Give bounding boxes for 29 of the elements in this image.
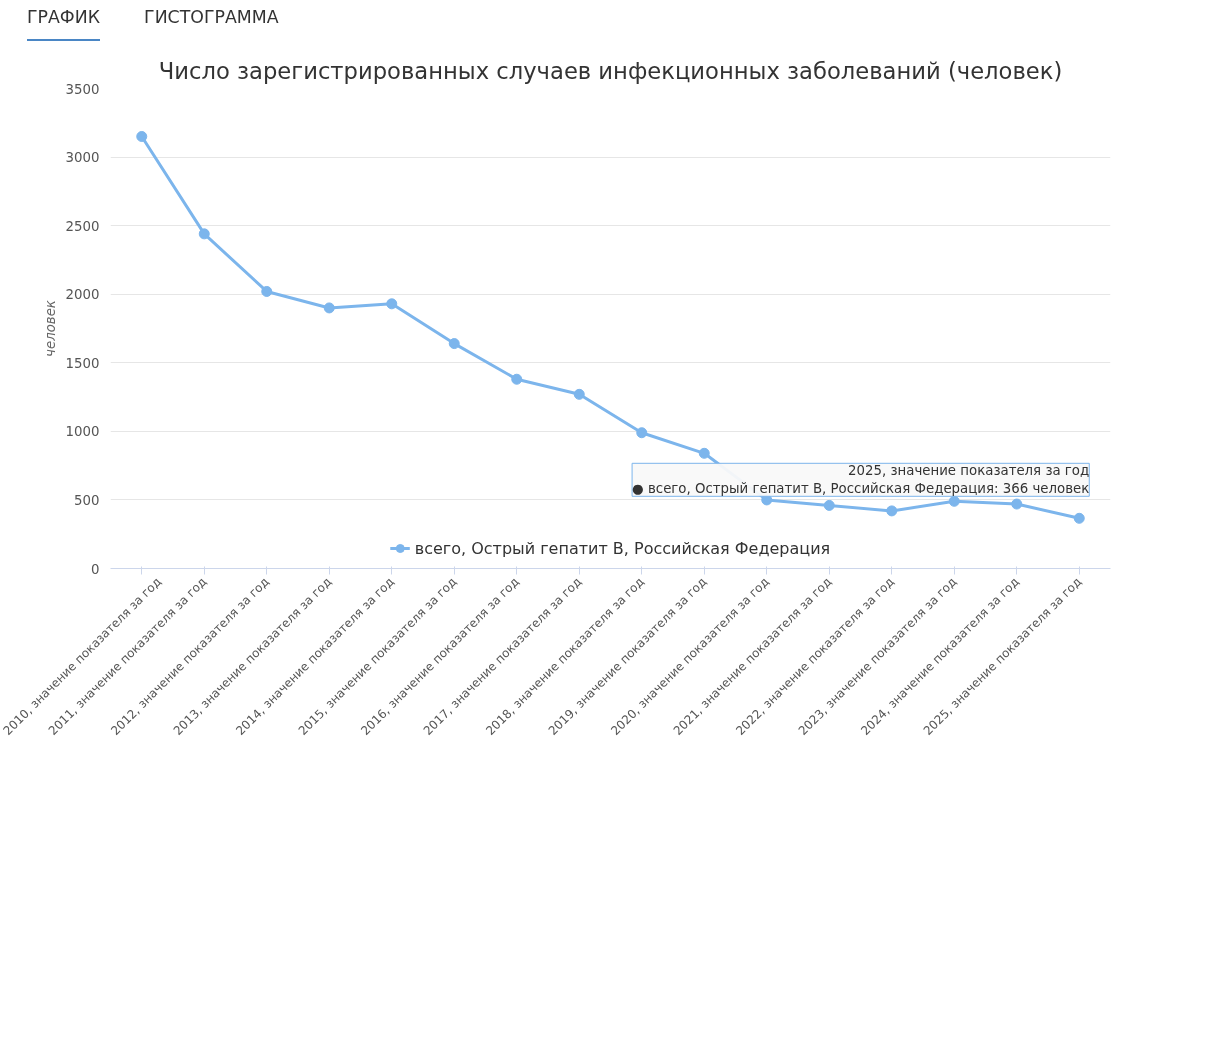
point (573, 388, 585, 400)
point (948, 495, 960, 507)
chart-title: Число зарегистрированных случаев инфекционных заболеваний (человек) (158, 57, 1063, 84)
point (886, 505, 898, 517)
point (698, 447, 710, 459)
y-tick-label: 3000 (65, 150, 100, 166)
point (1011, 498, 1023, 510)
y-tick-label: 1000 (65, 424, 100, 440)
y-tick-label: 1500 (65, 355, 100, 371)
y-tick-label: 2500 (65, 218, 100, 234)
point (511, 373, 523, 385)
point (323, 302, 335, 314)
point (386, 298, 398, 310)
text: ГИСТОГРАММА (144, 7, 279, 27)
point (1073, 512, 1085, 524)
point (636, 427, 648, 439)
point (136, 131, 148, 142)
text: ГРАФИК (27, 7, 101, 41)
y-tick-label: 3500 (65, 81, 100, 97)
annotation: 2025, значение показателя за год ● всего, Острый гепатит B, Российская Федерация: 366 человек (632, 463, 1090, 497)
y-tick-label: 0 (91, 561, 100, 577)
point (198, 228, 210, 240)
legend-label: всего, Острый гепатит B, Российская Федерация (414, 538, 831, 558)
point (448, 338, 460, 350)
point (261, 285, 273, 297)
y-axis-title: человек (42, 300, 58, 357)
y-tick-label: 2000 (65, 287, 100, 303)
point (823, 499, 835, 511)
y-tick-label: 500 (74, 492, 100, 508)
